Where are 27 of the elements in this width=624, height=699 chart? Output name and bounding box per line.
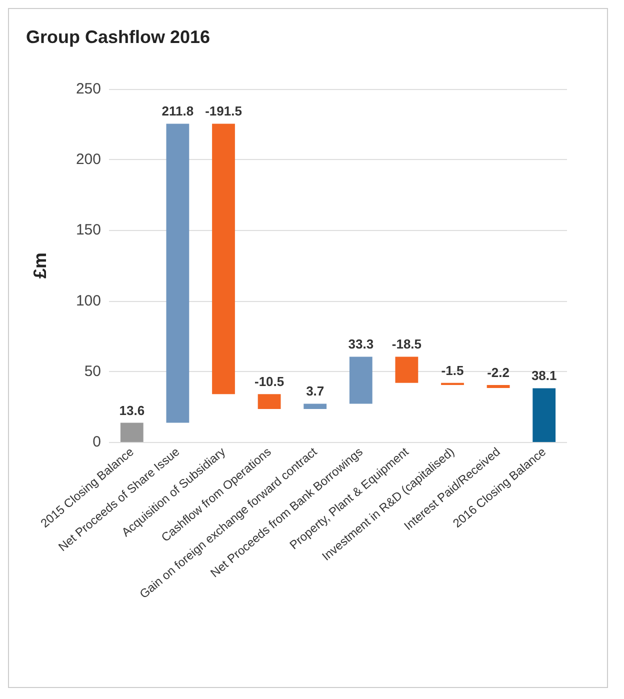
chart-title: Group Cashflow 2016: [26, 27, 210, 47]
data-label: 33.3: [348, 336, 374, 352]
data-label: 13.6: [119, 402, 145, 418]
data-label: -1.5: [441, 362, 464, 378]
bar: [120, 422, 144, 442]
data-label: 211.8: [162, 104, 194, 119]
y-axis-title: £m: [30, 252, 50, 279]
data-label: -18.5: [392, 336, 422, 352]
y-tick-label: 0: [92, 434, 101, 450]
bar: [258, 394, 281, 409]
y-tick-label: 200: [76, 151, 101, 168]
bar: [304, 404, 327, 409]
data-label: -2.2: [487, 364, 510, 380]
bar: [532, 388, 556, 442]
bar: [395, 356, 418, 383]
y-tick-label: 150: [76, 222, 101, 239]
y-tick-label: 100: [76, 292, 101, 310]
bar: [166, 124, 190, 423]
data-label: -10.5: [254, 374, 284, 390]
y-tick-label: 50: [84, 362, 101, 380]
data-label: -191.5: [205, 104, 242, 119]
bar: [212, 124, 235, 394]
bar: [349, 356, 372, 404]
data-label: 3.7: [306, 384, 324, 399]
data-label: 38.1: [531, 368, 557, 384]
y-tick-label: 250: [76, 80, 101, 98]
bar: [486, 384, 510, 388]
